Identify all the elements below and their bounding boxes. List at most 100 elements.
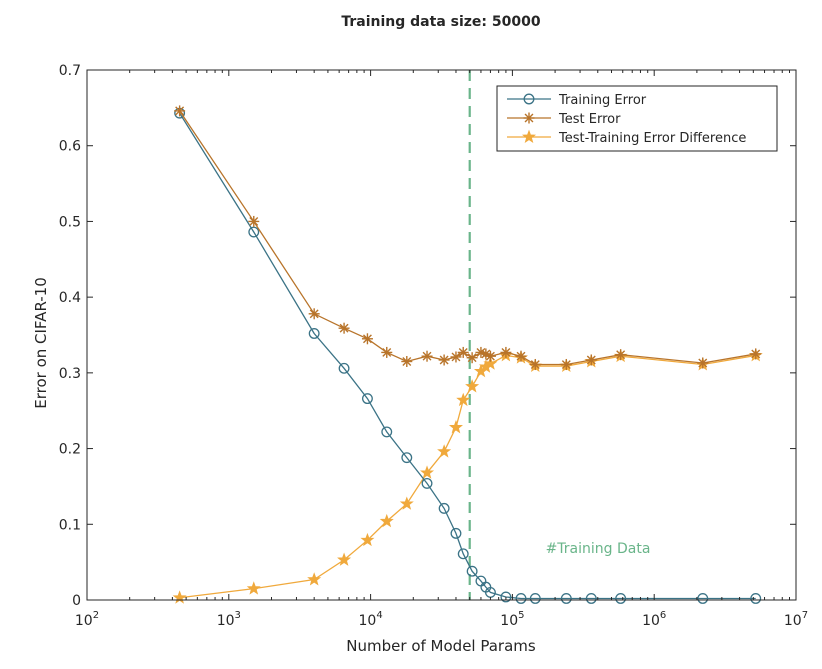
test-error-point [381,346,393,358]
legend-label: Test-Training Error Difference [558,131,746,146]
legend-entry-test-error: Test Error [507,112,621,127]
training-error-point [381,426,393,438]
training-error-point [421,477,433,489]
test-training-error-difference-point [246,581,261,595]
y-axis-label: Error on CIFAR-10 [32,277,50,409]
training-error-point [529,593,541,604]
test-error-point [361,333,373,345]
training-error-point [401,452,413,464]
y-tick-label: 0.7 [59,63,81,79]
training-error-point [438,502,450,514]
test-error-point [308,308,320,320]
asterisk-stroke [467,353,477,363]
legend-entry-training-error: Training Error [507,93,647,108]
asterisk-stroke [439,355,449,365]
test-training-error-difference-point [360,532,375,547]
asterisk-stroke [524,113,534,123]
y-tick-label: 0.3 [59,366,81,382]
legend: Training Error Test Error Test-Training Er… [496,85,778,152]
y-tick-label: 0.4 [59,290,81,306]
asterisk-stroke [476,347,486,357]
test-error-point [585,354,597,366]
test-training-error-difference-point [437,444,452,458]
test-error-point [248,215,260,227]
test-training-error-difference-point [465,379,480,393]
asterisk-stroke [451,352,461,362]
test-error-point [438,354,450,366]
test-training-error-difference-point [337,552,352,566]
legend-label: Test Error [558,112,621,127]
x-tick-label: 106 [642,610,666,629]
axes: 0 0.1 0.2 0.3 0.4 0.5 0.6 0.7 102 103 104 105 106 107 [59,63,808,629]
test-error-point [401,356,413,367]
test-training-error-difference-point [448,419,463,434]
legend-label: Training Error [558,93,647,108]
x-tick-label: 105 [500,610,524,629]
y-tick-label: 0.5 [59,214,81,230]
asterisk-stroke [485,351,495,361]
test-error-point [529,359,541,371]
training-error-line [179,112,756,600]
asterisk-stroke [586,355,596,365]
training-error-point [450,527,462,539]
chart-title: Training data size: 50000 [341,14,540,30]
asterisk-stroke [175,106,185,116]
x-axis-label: Number of Model Params [346,637,536,655]
asterisk-stroke [382,347,392,357]
asterisk-stroke [458,347,468,357]
training-data-line-layer: #Training Data [468,70,651,600]
training-error-point [615,593,627,604]
legend-entry-test-training-error-difference: Test-Training Error Difference [507,129,746,146]
y-tick-label: 0.2 [59,442,81,458]
asterisk-stroke [249,216,259,226]
test-error-point [338,322,350,334]
test-training-error-difference-point [399,496,414,510]
asterisk-stroke [309,309,319,319]
test-training-error-difference-point [307,572,322,586]
legend-swatch-marker [523,93,535,105]
asterisk-stroke [751,349,761,359]
training-error-point [457,548,469,560]
x-tick-label: 103 [217,610,241,629]
y-tick-label: 0 [72,593,81,609]
training-error-point [308,328,320,339]
asterisk-stroke [530,360,540,369]
legend-swatch-marker [521,129,537,143]
asterisk-stroke [402,357,412,366]
test-error-point [174,105,186,117]
test-training-error-difference-point [483,356,498,370]
training-error-point [697,593,709,604]
training-data-label: #Training Data [546,541,651,557]
training-error-point [585,593,597,604]
test-error-point [421,350,433,362]
test-training-error-difference-point [420,465,435,479]
test-training-error-difference-point [456,392,471,407]
test-error-point [615,349,627,361]
x-tick-label: 107 [784,610,808,629]
asterisk-stroke [616,350,626,360]
asterisk-stroke [422,351,432,361]
training-error-point [560,593,572,604]
training-error-point [338,362,350,374]
legend-swatch-marker [523,112,535,124]
y-tick-label: 0.1 [59,517,81,533]
asterisk-stroke [501,347,511,357]
asterisk-stroke [516,351,526,361]
test-error-point [450,351,462,363]
x-tick-label: 102 [75,610,99,629]
x-tick-label: 104 [358,610,382,629]
test-error-point [515,350,527,362]
test-error-point [697,357,709,369]
training-error-point [500,591,512,603]
training-error-point [466,565,478,577]
test-error-point [500,346,512,358]
asterisk-stroke [362,334,372,344]
asterisk-stroke [339,323,349,333]
test-error-series [174,105,762,371]
training-error-series [174,107,762,604]
asterisk-stroke [481,349,491,359]
training-error-point [515,593,527,604]
test-error-point [457,346,469,358]
test-error-point [560,359,572,371]
